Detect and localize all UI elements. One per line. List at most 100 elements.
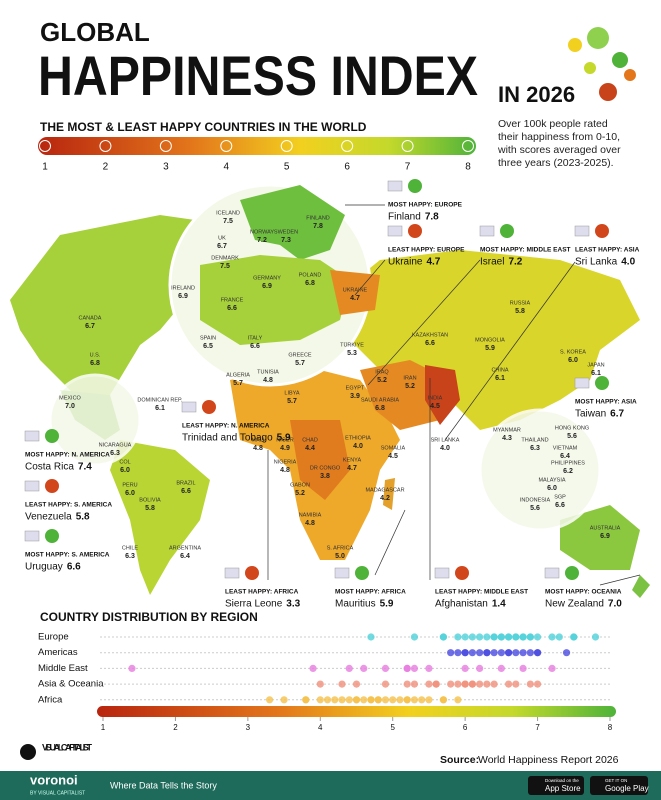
subtitle: THE MOST & LEAST HAPPY COUNTRIES IN THE … [40,120,367,134]
map-country-score: 6.7 [217,243,227,250]
source: World Happiness Report 2026 [478,754,619,766]
face-icon [45,429,59,443]
map-country-score: 4.8 [263,377,273,384]
dot [338,680,346,688]
map-country-name: MYANMAR [493,427,521,433]
flag [24,530,40,542]
scale-face [280,140,293,152]
map-country-score: 4.9 [280,445,290,452]
map-country-score: 4.5 [388,453,398,460]
tagline: Where Data Tells the Story [110,780,217,790]
map-country-score: 6.0 [547,485,557,492]
dot [403,680,411,688]
x-tick-label: 5 [390,723,395,732]
scale-tick-label: 7 [405,162,411,173]
map-country-name: NIGER [276,437,293,443]
map-country-name: MONGOLIA [475,337,505,343]
callout-score: 7.0 [608,599,622,610]
dot [570,633,578,641]
map-country-name: TUNISIA [257,369,279,375]
dot [309,664,317,673]
dot [490,649,498,657]
dot [505,649,513,657]
dot [345,664,353,673]
map-country-name: KAZAKHSTAN [412,332,448,338]
map-country-score: 4.4 [305,445,315,452]
dot [461,633,469,641]
dot [410,664,419,673]
map-labels: ICELAND 7.5 UK 6.7 IRELAND 6.9 DENMARK 7.5 NORWA… [59,210,620,559]
dot [439,633,448,641]
dot [447,680,455,688]
callout-label: MOST HAPPY: ASIA [575,399,637,406]
flag [24,430,40,442]
dot [403,664,411,673]
map-country-name: NICARAGUA [99,442,132,448]
flag [387,180,403,192]
map-country-name: GERMANY [253,275,281,281]
map-country-score: 6.3 [110,450,120,457]
callout-country: Israel [480,257,504,268]
dot [562,649,571,657]
map-country-score: 6.1 [591,370,601,377]
dot [447,649,455,657]
map-country-name: FRANCE [221,297,244,303]
map-country-score: 6.6 [425,340,435,347]
dot [497,664,505,673]
map-country-name: LIBYA [284,390,300,396]
map-country-name: CHAD [302,437,318,443]
map-country-name: CANADA [79,315,102,321]
region-label: Americas [38,647,78,658]
dot [519,664,527,673]
map-country-name: ARGENTINA [169,545,201,551]
map-country-name: S. KOREA [560,349,586,355]
map-country-score: 6.6 [227,305,237,312]
flag [181,401,197,413]
map-country-score: 5.2 [405,383,415,390]
map-country-name: MALAYSIA [538,477,565,483]
callout-score: 7.2 [508,257,522,268]
flag [574,225,590,237]
play-small: GET IT ON [605,778,627,783]
map-country-score: 5.2 [295,490,305,497]
map-country-name: MALI [252,437,265,443]
play-store-button[interactable] [590,776,648,795]
face-icon [355,566,369,580]
callout-score: 5.9 [380,599,394,610]
map-country-score: 6.2 [563,468,573,475]
map-country-name: ICELAND [216,210,240,216]
x-tick-label: 3 [246,723,251,732]
face-icon [455,566,469,580]
map-country-score: 3.9 [350,393,360,400]
scale-face [99,140,112,152]
map-country-name: TÜRKIYE [340,341,364,348]
map-country-score: 6.9 [262,283,272,290]
dot [367,633,375,641]
map-country-score: 3.8 [320,473,330,480]
map-country-score: 5.7 [233,380,243,387]
dot [548,633,556,641]
app-store-button[interactable] [528,776,584,795]
dot [533,633,542,641]
face-icon [408,224,422,238]
map-country-score: 6.4 [560,453,570,460]
map-country-name: INDIA [428,395,443,401]
callout-label: LEAST HAPPY: EUROPE [388,247,465,254]
dot [454,680,462,688]
scale-tick-label: 1 [42,162,48,173]
map-country-name: SAUDI ARABIA [361,397,400,403]
dot [410,633,419,641]
map-country-name: AUSTRALIA [590,525,621,531]
callout-label: LEAST HAPPY: AFRICA [225,589,299,596]
callout-score: 4.7 [426,257,440,268]
map-country-name: ITALY [248,335,263,341]
map-country-name: INDONESIA [520,497,551,503]
map-country-score: 4.7 [350,295,360,302]
map [0,175,661,600]
dot [316,680,324,688]
dot [316,696,324,704]
map-country-score: 4.0 [353,443,363,450]
dot [476,680,484,688]
logo: VISUAL CAPITALIST [42,742,93,752]
x-tick-label: 1 [101,723,106,732]
